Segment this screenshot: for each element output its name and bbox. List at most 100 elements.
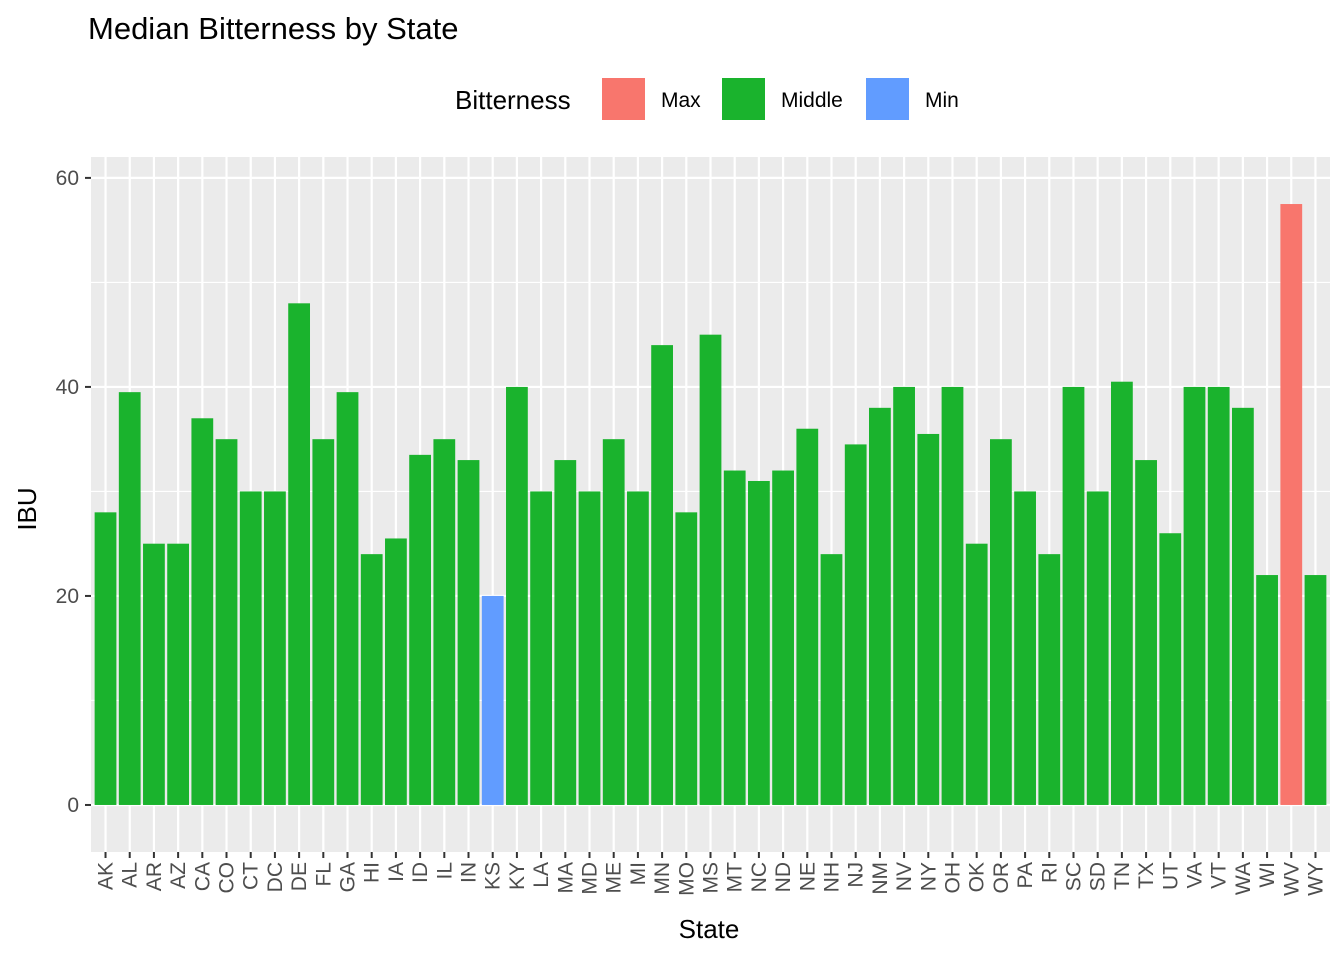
y-tick-label: 20: [56, 585, 79, 608]
x-tick-label-mi: MI: [627, 862, 650, 885]
bar-il: [433, 439, 456, 805]
x-tick-label-dc: DC: [264, 862, 287, 892]
bar-ar: [143, 543, 165, 805]
chart-title: Median Bitterness by State: [88, 11, 458, 46]
bar-nh: [820, 554, 843, 805]
x-tick-label-va: VA: [1183, 862, 1206, 888]
bar-nv: [893, 386, 915, 805]
x-tick-label-md: MD: [579, 862, 602, 895]
bar-dc: [264, 491, 286, 805]
x-tick-label-ms: MS: [700, 862, 723, 894]
bar-tx: [1135, 460, 1157, 805]
x-tick-label-de: DE: [288, 862, 311, 891]
bar-or: [990, 439, 1012, 805]
bar-al: [118, 392, 141, 805]
x-tick-label-id: ID: [409, 862, 432, 883]
bar-md: [578, 491, 601, 805]
bar-ok: [965, 543, 988, 805]
x-tick-label-ar: AR: [143, 862, 166, 891]
y-tick-label: 40: [56, 376, 79, 399]
x-tick-label-nd: ND: [772, 862, 795, 892]
bar-nm: [869, 407, 891, 805]
x-tick-label-wv: WV: [1280, 862, 1303, 896]
x-tick-label-mo: MO: [675, 862, 698, 896]
y-tick-label: 0: [67, 794, 79, 817]
x-tick-label-la: LA: [530, 862, 553, 888]
legend-key-middle: [722, 78, 765, 120]
x-tick-label-me: ME: [603, 862, 626, 894]
x-tick-label-mn: MN: [651, 862, 674, 895]
bar-nd: [772, 470, 794, 805]
bar-ks: [481, 595, 504, 805]
x-axis: AK AL AR AZ CA CO CT DC DE FL GA HI IA ID IL IN KS KY LA MA…: [95, 852, 1327, 896]
bar-sc: [1062, 386, 1085, 805]
bar-ma: [554, 460, 577, 805]
x-tick-label-oh: OH: [941, 862, 964, 894]
bar-wv: [1280, 204, 1303, 805]
bar-mt: [723, 470, 746, 805]
bar-sd: [1086, 491, 1109, 805]
x-tick-label-or: OR: [990, 862, 1013, 894]
x-tick-label-ga: GA: [337, 862, 360, 892]
legend-label-max: Max: [661, 89, 701, 112]
x-tick-label-ia: IA: [385, 862, 408, 882]
x-tick-label-ut: UT: [1159, 862, 1182, 890]
x-tick-label-ct: CT: [240, 862, 263, 890]
x-tick-label-ma: MA: [554, 862, 577, 894]
x-tick-label-az: AZ: [167, 862, 190, 889]
x-tick-label-il: IL: [433, 862, 456, 880]
x-tick-label-wi: WI: [1256, 862, 1279, 888]
x-tick-label-tn: TN: [1111, 862, 1134, 890]
x-tick-label-nh: NH: [820, 862, 843, 892]
x-tick-label-ak: AK: [95, 862, 118, 890]
bar-hi: [360, 554, 383, 805]
bar-me: [602, 439, 625, 805]
bar-va: [1183, 386, 1206, 805]
x-tick-label-vt: VT: [1208, 862, 1231, 889]
x-tick-label-ny: NY: [917, 862, 940, 891]
legend-key-max: [602, 78, 645, 120]
bar-ak: [94, 512, 117, 805]
legend-label-middle: Middle: [781, 89, 843, 112]
bar-ne: [796, 428, 819, 805]
bars: [94, 204, 1327, 805]
x-tick-label-al: AL: [119, 862, 142, 888]
bar-mi: [627, 491, 649, 805]
x-tick-label-ok: OK: [966, 862, 989, 892]
bar-ri: [1038, 554, 1061, 805]
bar-tn: [1110, 381, 1133, 805]
bar-wa: [1231, 407, 1254, 805]
y-axis: 0 20 40 60: [56, 167, 91, 817]
x-tick-label-co: CO: [216, 862, 239, 894]
bar-oh: [941, 386, 964, 805]
y-tick-label: 60: [56, 167, 79, 190]
bar-ia: [385, 538, 407, 805]
bar-ga: [336, 392, 359, 805]
bar-wi: [1256, 575, 1278, 805]
x-tick-label-wa: WA: [1232, 862, 1255, 895]
x-tick-label-ky: KY: [506, 862, 529, 890]
bar-fl: [312, 439, 335, 805]
bar-de: [288, 303, 311, 805]
legend-key-min: [866, 78, 909, 120]
x-axis-title: State: [679, 914, 740, 944]
bar-ut: [1159, 533, 1182, 805]
bar-ms: [699, 334, 722, 805]
legend-title: Bitterness: [455, 85, 571, 115]
x-tick-label-nv: NV: [893, 862, 916, 891]
bar-nj: [844, 444, 867, 805]
x-tick-label-ne: NE: [796, 862, 819, 891]
x-tick-label-sd: SD: [1087, 862, 1110, 891]
bar-nc: [748, 480, 770, 805]
legend-label-min: Min: [925, 89, 959, 112]
bar-ny: [917, 433, 940, 805]
x-tick-label-mt: MT: [724, 862, 747, 892]
x-tick-label-wy: WY: [1304, 862, 1327, 896]
x-tick-label-in: IN: [458, 862, 481, 883]
bar-vt: [1207, 386, 1230, 805]
bar-ky: [506, 386, 528, 805]
bar-ct: [239, 491, 262, 805]
bar-ca: [191, 418, 214, 805]
x-tick-label-fl: FL: [312, 862, 335, 887]
